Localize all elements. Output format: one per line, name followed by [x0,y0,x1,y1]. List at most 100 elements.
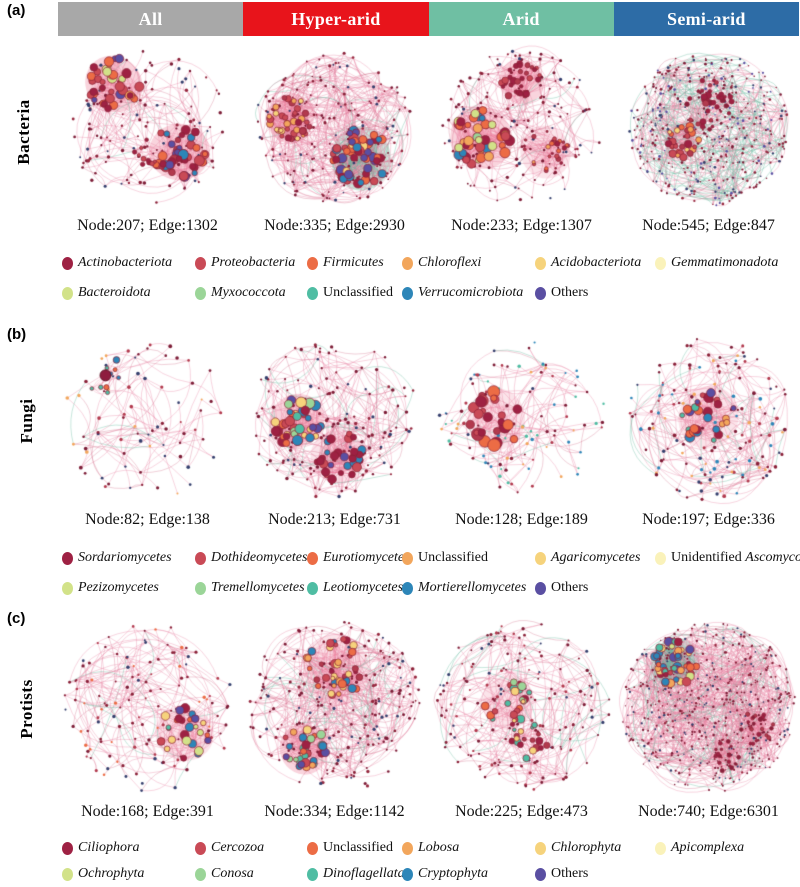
network-caption: Node:82; Edge:138 [85,511,210,528]
legend-color-dot [307,551,318,565]
legend-row: Bacteroidota Myxococcota Unclassified Verru… [62,278,798,308]
network-caption: Node:213; Edge:731 [268,511,401,528]
legend-color-dot [195,286,206,300]
legend-color-dot [535,841,546,855]
legend-label-roman: Unidentified [671,550,746,565]
legend-item: Apicomplexa [655,840,798,856]
legend-item: Cryptophyta [402,866,535,882]
network-fungi-arid [428,332,615,506]
legend-color-dot [535,867,546,881]
network-protists-semi-arid [615,616,800,798]
legend-protists: Ciliophora Cercozoa Unclassified Lobosa Chlo… [62,835,798,887]
legend-color-dot [62,256,73,270]
legend-label-italic: Cryptophyta [418,866,488,881]
legend-item: Pezizomycetes [62,580,195,596]
legend-color-dot [655,551,666,565]
legend-label-italic: Agaricomycetes [551,550,641,565]
row-label-bacteria: Bacteria [14,99,33,165]
legend-label: Others [551,285,588,301]
network-caption: Node:233; Edge:1307 [451,217,592,234]
panel-bacteria-all: Node:207; Edge:1302 [54,44,241,235]
legend-label: Proteobacteria [211,255,295,271]
legend-row: Ciliophora Cercozoa Unclassified Lobosa Chlo… [62,835,798,861]
legend-item: Others [535,285,655,301]
header-column-semi-arid: Semi-arid [613,2,799,36]
header-column-all: All [58,2,244,36]
legend-item: Agaricomycetes [535,550,655,566]
legend-color-dot [195,551,206,565]
legend-label-italic: Tremellomycetes [211,580,305,595]
legend-item: Mortierellomycetes [402,580,535,596]
legend-label-italic: Ascomycota [745,550,800,565]
legend-item: Eurotiomycetes [307,550,410,566]
legend-label-italic: Pezizomycetes [78,580,159,595]
legend-row: Actinobacteriota Proteobacteria Firmicutes… [62,248,798,278]
legend-item: Unclassified [307,840,402,856]
legend-label: Cryptophyta [418,866,488,882]
legend-label: Verrucomicrobiota [418,285,523,301]
legend-item: Chlorophyta [535,840,655,856]
legend-color-dot [62,551,73,565]
legend-color-dot [655,256,666,270]
legend-label-roman: Unclassified [418,550,488,565]
legend-color-dot [62,286,73,300]
network-fungi-semi-arid [615,332,800,506]
legend-color-dot [307,256,318,270]
legend-label-italic: Firmicutes [323,255,384,270]
legend-label-italic: Dinoflagellata [323,866,405,881]
network-caption: Node:335; Edge:2930 [264,217,405,234]
legend-item: Dinoflagellata [307,866,405,882]
legend-bacteria: Actinobacteriota Proteobacteria Firmicutes… [62,248,798,308]
legend-color-dot [195,867,206,881]
panel-protists-arid: Node:225; Edge:473 [428,616,615,821]
legend-color-dot [402,551,413,565]
network-protists-arid [428,616,615,798]
panel-fungi-all: Node:82; Edge:138 [54,332,241,529]
panel-label-b: (b) [7,326,27,343]
legend-label-italic: Gemmatimonadota [671,255,779,270]
panel-protists-all: Node:168; Edge:391 [54,616,241,821]
panel-bacteria-hyper-arid: Node:335; Edge:2930 [241,44,428,235]
legend-item: Bacteroidota [62,285,195,301]
network-protists-hyper-arid [241,616,428,798]
legend-item: Others [535,580,655,596]
legend-label-roman: Others [551,866,589,881]
legend-color-dot [307,286,318,300]
network-caption: Node:168; Edge:391 [81,803,214,820]
legend-item: Dothideomycetes [195,550,307,566]
legend-label-italic: Ochrophyta [78,866,145,881]
header-column-hyper-arid: Hyper-arid [243,2,429,36]
legend-color-dot [62,867,73,881]
network-bacteria-arid [428,44,615,212]
legend-color-dot [402,841,413,855]
legend-label: Lobosa [418,840,459,856]
network-caption: Node:334; Edge:1142 [264,803,405,820]
legend-label-italic: Eurotiomycetes [323,550,410,565]
panel-label-a: (a) [7,2,26,19]
legend-label-italic: Apicomplexa [671,840,745,855]
legend-color-dot [535,551,546,565]
network-row-fungi: Node:82; Edge:138 Node:213; Edge:731 Node:… [54,332,800,529]
legend-label: Sordariomycetes [78,550,172,566]
legend-label-roman: Others [551,580,589,595]
legend-color-dot [402,256,413,270]
legend-item: Leotiomycetes [307,580,404,596]
legend-row: Ochrophyta Conosa Dinoflagellata Cryptophyt… [62,861,798,887]
network-caption: Node:545; Edge:847 [642,217,775,234]
panel-protists-hyper-arid: Node:334; Edge:1142 [241,616,428,821]
legend-label-roman: Others [551,285,589,300]
legend-label: Dothideomycetes [211,550,307,566]
legend-label-italic: Myxococcota [211,285,286,300]
legend-item: Ochrophyta [62,866,195,882]
legend-label-italic: Lobosa [418,840,460,855]
network-bacteria-all [54,44,241,212]
network-row-protists: Node:168; Edge:391 Node:334; Edge:1142 Nod… [54,616,800,821]
panel-fungi-hyper-arid: Node:213; Edge:731 [241,332,428,529]
legend-label-italic: Acidobacteriota [551,255,642,270]
network-caption: Node:128; Edge:189 [455,511,588,528]
legend-label-italic: Leotiomycetes [323,580,404,595]
network-bacteria-semi-arid [615,44,800,212]
legend-label: Unidentified Ascomycota [671,550,800,566]
legend-color-dot [535,581,546,595]
